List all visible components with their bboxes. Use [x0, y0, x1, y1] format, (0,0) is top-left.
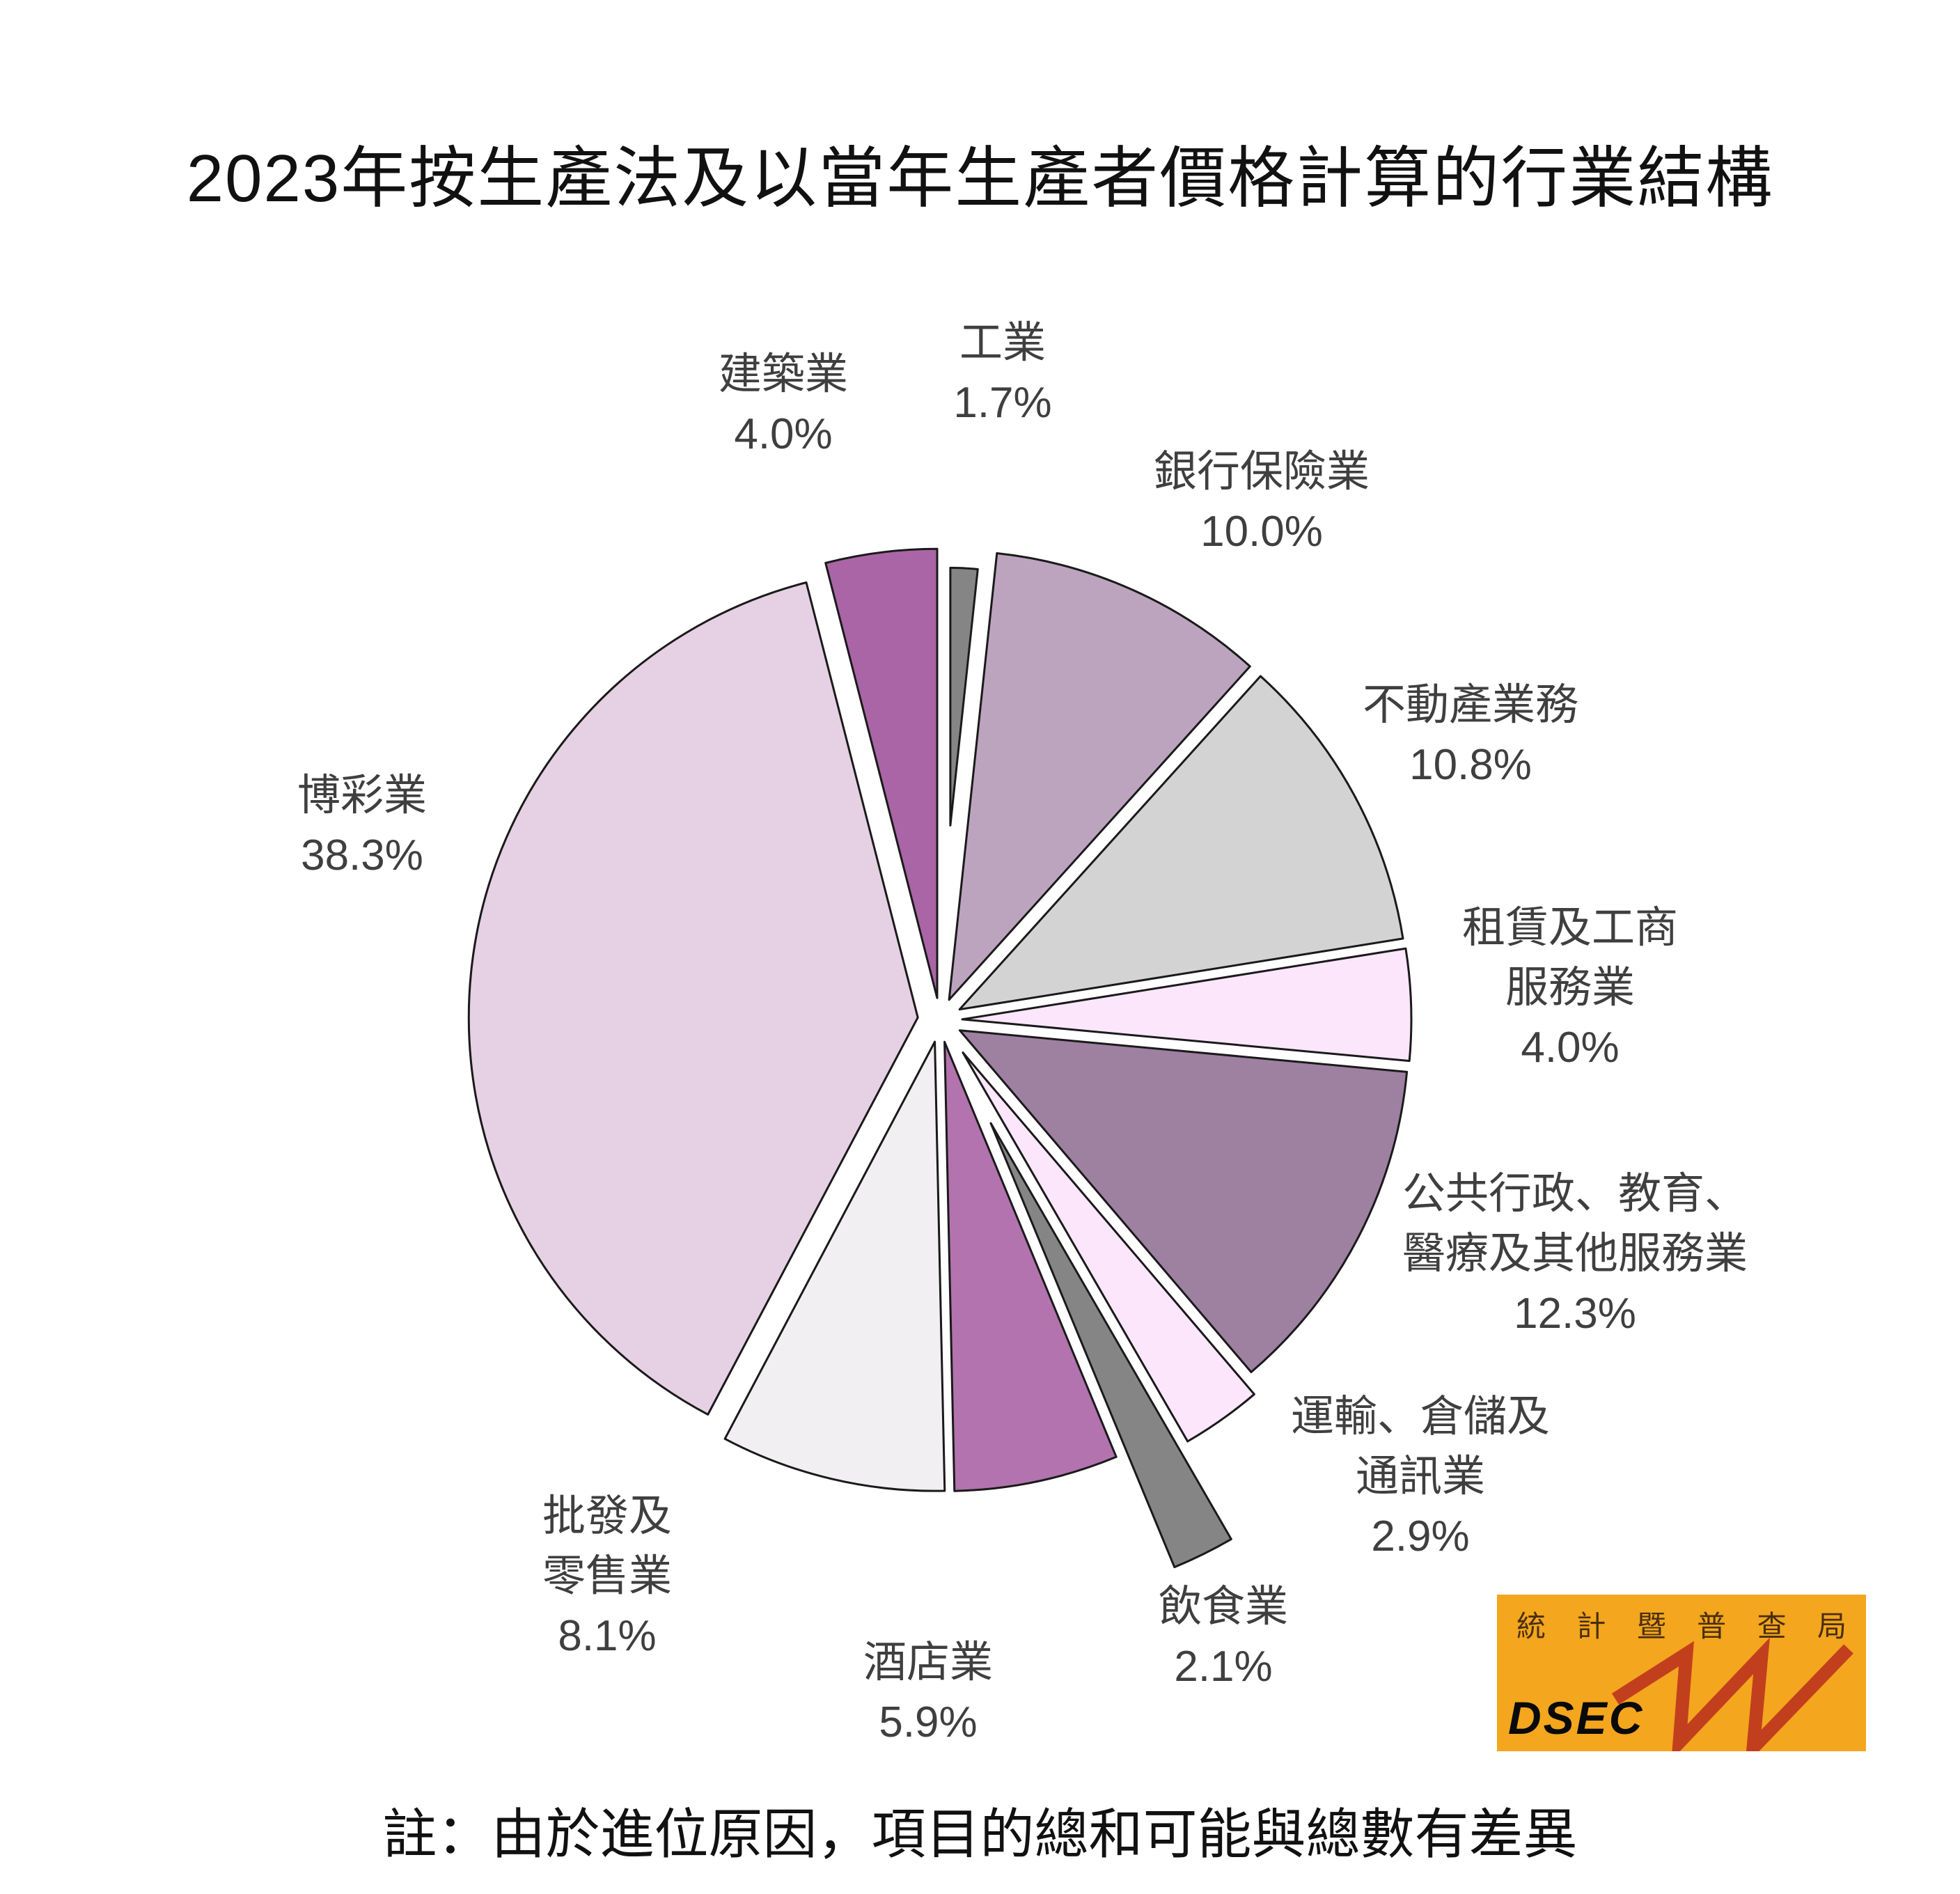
pie-slice-transport: [962, 1051, 1255, 1443]
slice-label-line: 博彩業: [297, 772, 428, 820]
slice-label-line: 4.0%: [1521, 1024, 1620, 1072]
slice-label-line: 不動產業務: [1362, 681, 1579, 729]
pie-slice-rental: [961, 947, 1413, 1063]
slice-label-line: 批發及: [542, 1492, 673, 1540]
slice-label-line: 零售業: [542, 1552, 673, 1600]
slice-label-restaurants: 飲食業 2.1%: [1159, 1577, 1288, 1697]
pie-slice-gaming: [467, 581, 919, 1416]
dsec-logo: 統計暨普查局 DSEC: [1497, 1595, 1866, 1751]
slice-label-hotels: 酒店業 5.9%: [863, 1633, 993, 1753]
slice-label-transport: 運輸、倉儲及 通訊業 2.9%: [1291, 1387, 1550, 1567]
slice-label-line: 醫療及其他服務業: [1402, 1230, 1748, 1278]
logo-org-char: 計: [1576, 1610, 1606, 1643]
logo-org-char: 普: [1697, 1610, 1727, 1643]
slice-label-line: 銀行保險業: [1153, 448, 1370, 496]
logo-org-name: 統計暨普查局: [1497, 1603, 1866, 1645]
slice-label-line: 飲食業: [1158, 1583, 1289, 1631]
slice-label-line: 公共行政、教育、: [1402, 1170, 1748, 1218]
slice-label-line: 通訊業: [1355, 1453, 1486, 1501]
slice-label-line: 12.3%: [1514, 1290, 1636, 1338]
pie-slice-banking: [948, 552, 1251, 1001]
slice-label-line: 建築業: [718, 350, 849, 398]
slice-label-line: 4.0%: [734, 410, 833, 458]
slice-label-wholesale_retail: 批發及零售業 8.1%: [542, 1487, 672, 1666]
pie-slice-realestate: [958, 675, 1404, 1011]
pie-slice-construction: [824, 547, 939, 999]
pie-slice-hotels: [943, 1040, 1118, 1492]
logo-abbr: DSEC: [1508, 1692, 1645, 1744]
rounding-footnote: 註：由於進位原因，項目的總和可能與總數有差異: [382, 1803, 1578, 1865]
pie-slice-public_admin: [958, 1029, 1409, 1373]
slice-label-line: 8.1%: [558, 1612, 657, 1660]
slice-label-line: 10.8%: [1409, 741, 1532, 789]
slice-label-banking: 銀行保險業 10.0%: [1154, 442, 1370, 562]
pie-slice-industry: [949, 566, 979, 827]
slice-label-realestate: 不動產業務 10.8%: [1363, 675, 1578, 795]
slice-label-line: 運輸、倉儲及: [1290, 1393, 1551, 1441]
slice-label-construction: 建築業 4.0%: [719, 345, 848, 464]
slice-label-line: 5.9%: [879, 1698, 978, 1746]
logo-org-char: 統: [1516, 1610, 1546, 1643]
slice-label-line: 1.7%: [953, 379, 1052, 427]
pie-slice-restaurants: [989, 1122, 1232, 1569]
slice-label-line: 服務業: [1505, 964, 1636, 1012]
slice-label-industry: 工業 1.7%: [953, 313, 1051, 433]
slice-label-line: 38.3%: [301, 831, 423, 879]
pie-slice-wholesale_retail: [723, 1040, 946, 1492]
slice-label-line: 工業: [959, 319, 1046, 367]
slice-label-line: 10.0%: [1200, 508, 1323, 556]
slice-label-line: 2.1%: [1174, 1643, 1273, 1691]
slice-label-gaming: 博彩業 38.3%: [297, 766, 427, 886]
logo-org-char: 查: [1757, 1610, 1787, 1643]
slice-label-rental: 租賃及工商服務業 4.0%: [1462, 898, 1678, 1078]
chart-title: 2023年按生產法及以當年生產者價格計算的行業結構: [186, 141, 1774, 216]
zigzag-icon: [1611, 1637, 1853, 1751]
logo-org-char: 暨: [1636, 1610, 1666, 1643]
slice-label-line: 2.9%: [1371, 1512, 1470, 1560]
logo-org-char: 局: [1817, 1610, 1847, 1643]
slice-label-line: 酒店業: [863, 1638, 994, 1686]
slice-label-line: 租賃及工商: [1461, 904, 1679, 952]
slice-label-public_admin: 公共行政、教育、 醫療及其他服務業 12.3%: [1402, 1164, 1748, 1344]
